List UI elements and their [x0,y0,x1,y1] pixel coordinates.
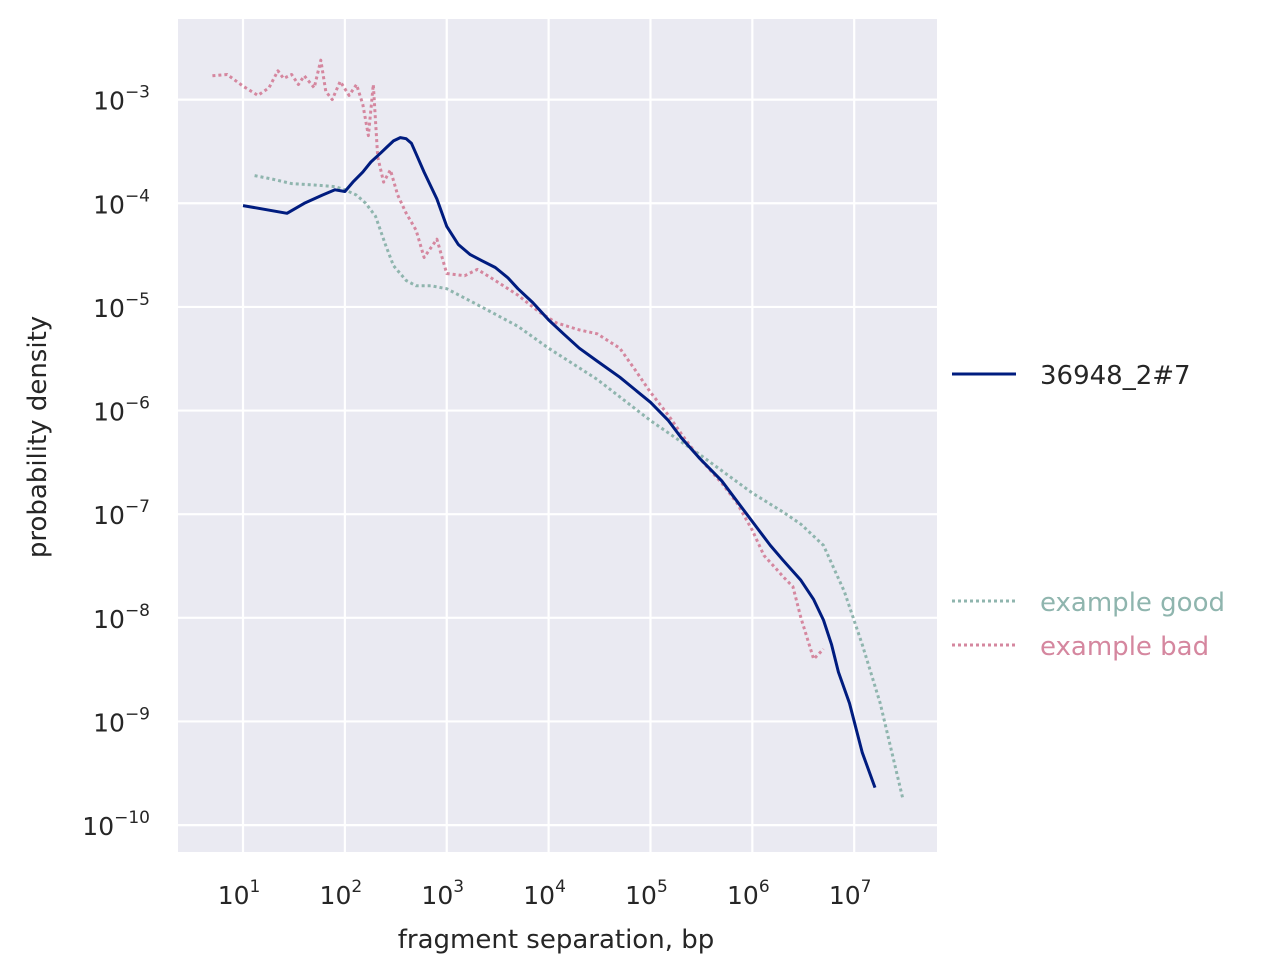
legend-label-series-3: example bad [1040,632,1209,662]
legend-label-series-2: example good [1040,588,1225,618]
y-tick-label: 10−8 [93,601,150,634]
y-axis-label: probability density [23,316,53,558]
plot-background [178,19,937,852]
x-tick-label: 102 [320,877,363,910]
series-line-2 [254,174,905,799]
y-tick-label: 10−3 [93,83,150,116]
x-tick-labels: 101 102 103 104 105 106 107 [218,877,872,910]
x-tick-label: 101 [218,877,261,910]
legend-label-series-1: 36948_2#7 [1040,361,1191,391]
series-line-1 [242,136,877,789]
y-tick-label: 10−5 [93,290,150,323]
x-tick-label: 106 [727,877,770,910]
y-tick-label: 10−6 [93,394,150,427]
x-tick-label: 104 [523,877,566,910]
y-tick-label: 10−7 [93,497,150,530]
x-axis-label: fragment separation, bp [398,925,714,955]
y-tick-label: 10−10 [82,808,150,841]
legend: 36948_2#7 example good example bad [952,361,1225,662]
y-tick-labels: 10−3 10−4 10−5 10−6 10−7 10−8 10−9 10−10 [82,83,150,841]
x-tick-label: 107 [829,877,872,910]
grid-lines [178,19,937,852]
x-tick-label: 105 [625,877,668,910]
y-tick-label: 10−4 [93,186,150,219]
x-tick-label: 103 [421,877,464,910]
series-lines [212,58,905,799]
y-tick-label: 10−9 [93,704,150,737]
